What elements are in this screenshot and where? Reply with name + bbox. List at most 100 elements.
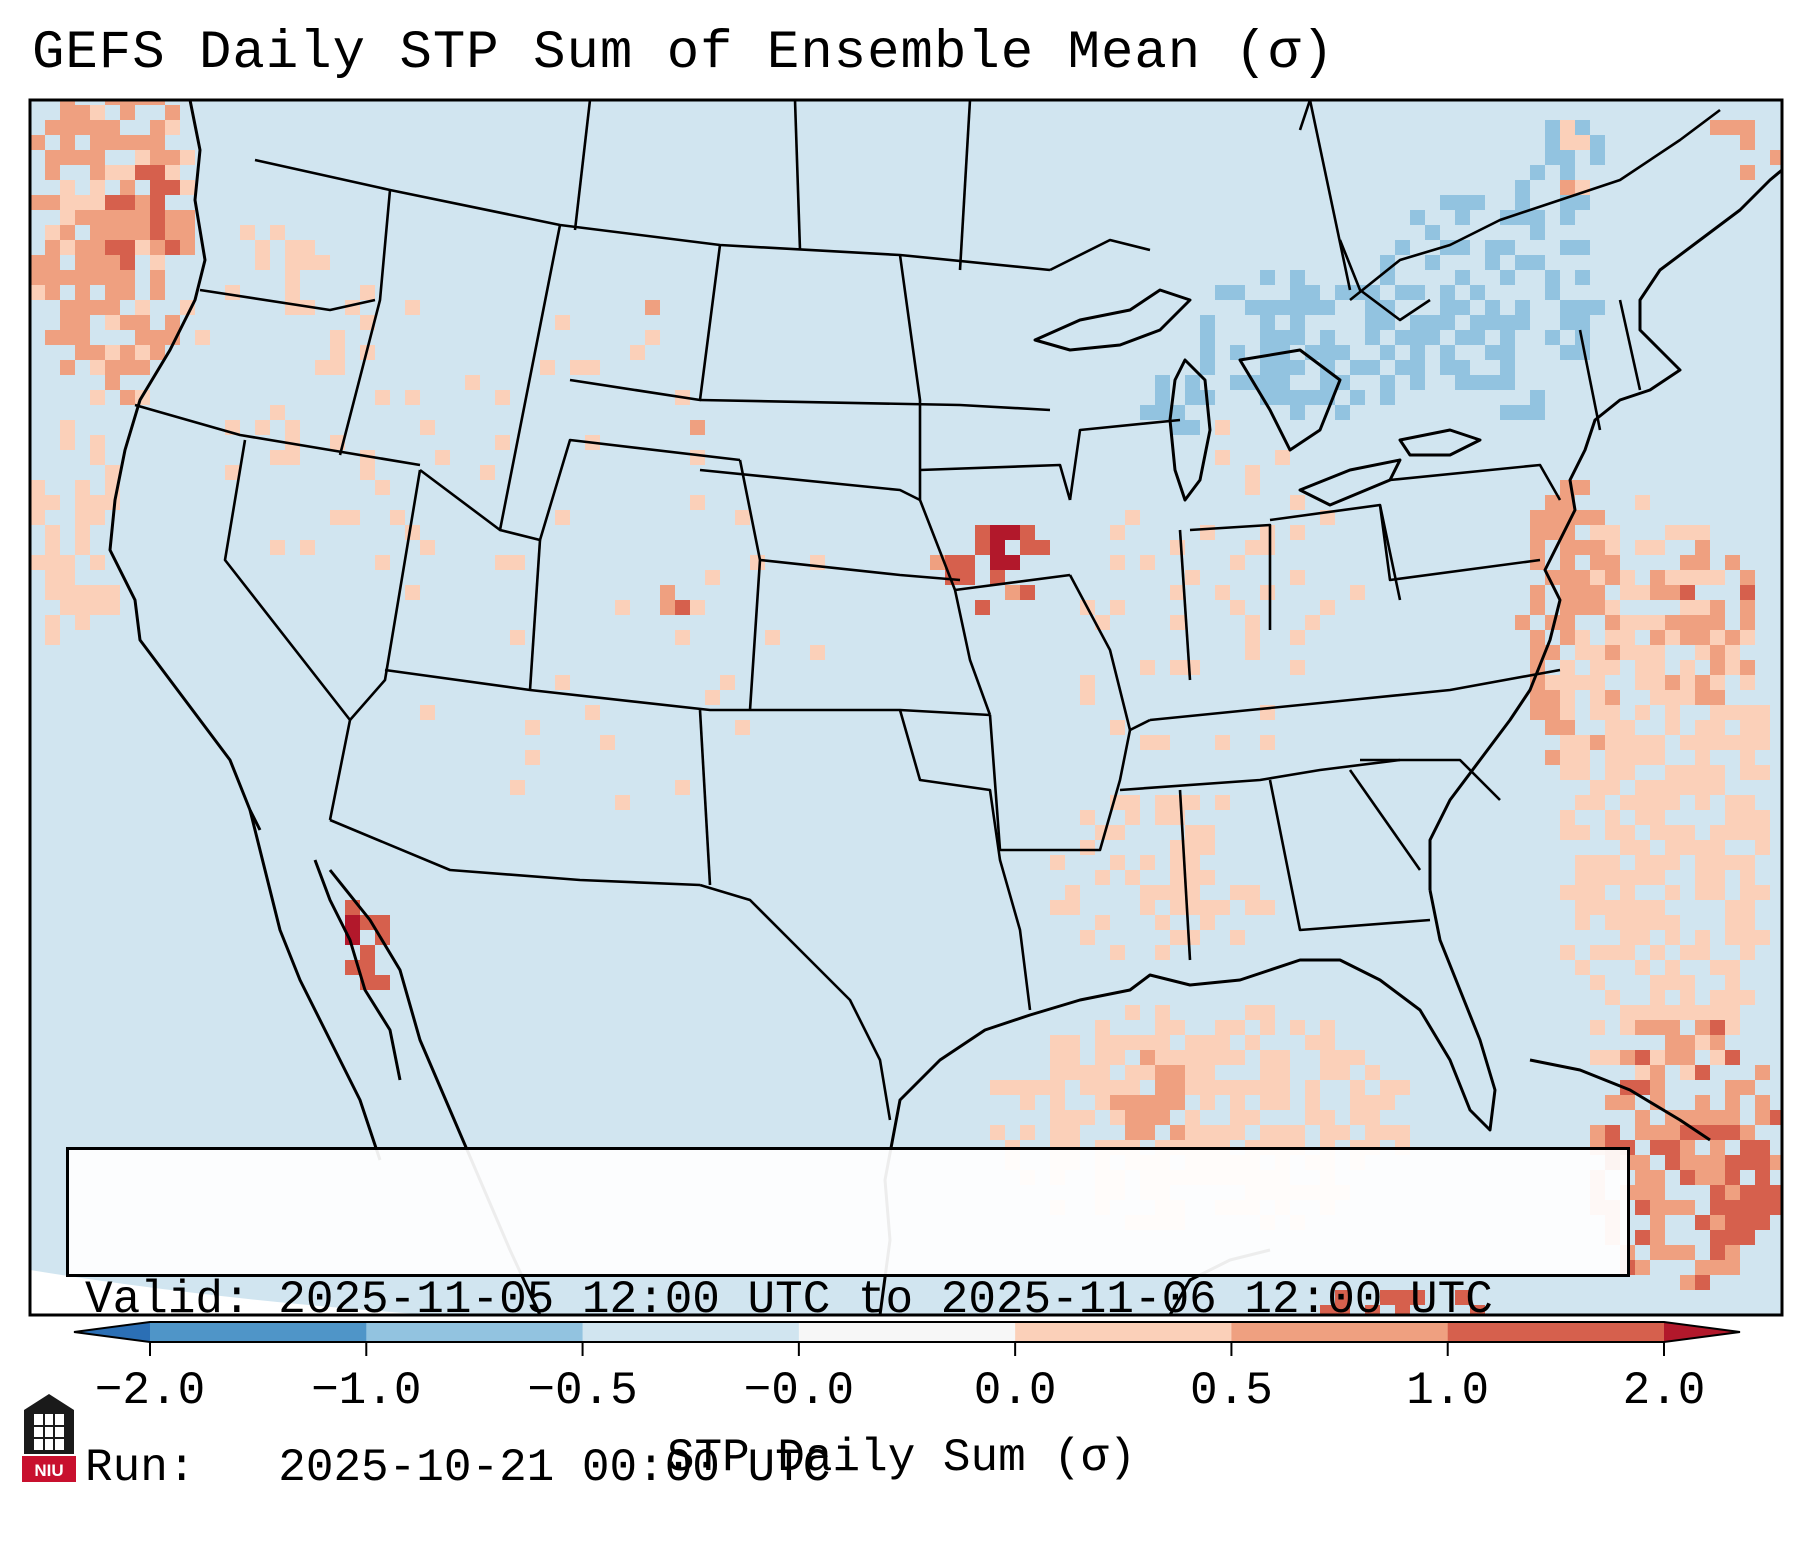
anomaly-cell (285, 270, 300, 285)
anomaly-cell (1650, 1095, 1665, 1110)
anomaly-cell (1635, 1200, 1650, 1215)
anomaly-cell (1665, 795, 1680, 810)
anomaly-cell (975, 540, 990, 555)
anomaly-cell (1605, 915, 1620, 930)
anomaly-cell (90, 345, 105, 360)
anomaly-cell (1200, 525, 1215, 540)
anomaly-cell (1605, 600, 1620, 615)
anomaly-cell (300, 240, 315, 255)
anomaly-cell (180, 210, 195, 225)
anomaly-cell (1200, 1050, 1215, 1065)
anomaly-cell (120, 270, 135, 285)
anomaly-cell (1185, 795, 1200, 810)
anomaly-cell (990, 570, 1005, 585)
anomaly-cell (1380, 300, 1395, 315)
anomaly-cell (1140, 735, 1155, 750)
anomaly-cell (1155, 1065, 1170, 1080)
anomaly-cell (1080, 930, 1095, 945)
anomaly-cell (75, 615, 90, 630)
anomaly-cell (1485, 300, 1500, 315)
anomaly-cell (705, 690, 720, 705)
anomaly-cell (45, 330, 60, 345)
anomaly-cell (1635, 675, 1650, 690)
anomaly-cell (1755, 840, 1770, 855)
anomaly-cell (60, 315, 75, 330)
anomaly-cell (1200, 825, 1215, 840)
anomaly-cell (1710, 990, 1725, 1005)
anomaly-cell (1545, 750, 1560, 765)
anomaly-cell (1545, 525, 1560, 540)
anomaly-cell (1665, 915, 1680, 930)
anomaly-cell (105, 345, 120, 360)
anomaly-cell (120, 75, 135, 90)
anomaly-cell (105, 495, 120, 510)
anomaly-cell (1710, 1035, 1725, 1050)
anomaly-cell (30, 285, 45, 300)
anomaly-cell (1410, 330, 1425, 345)
anomaly-cell (45, 240, 60, 255)
anomaly-cell (165, 180, 180, 195)
anomaly-cell (60, 195, 75, 210)
anomaly-cell (1740, 570, 1755, 585)
anomaly-cell (1650, 1215, 1665, 1230)
anomaly-cell (1605, 780, 1620, 795)
colorbar-tick-label: 0.0 (973, 1365, 1057, 1417)
anomaly-cell (1545, 645, 1560, 660)
anomaly-cell (1725, 705, 1740, 720)
anomaly-cell (1725, 960, 1740, 975)
anomaly-cell (1260, 360, 1275, 375)
anomaly-cell (1665, 930, 1680, 945)
anomaly-cell (1590, 975, 1605, 990)
anomaly-cell (1200, 1065, 1215, 1080)
anomaly-cell (75, 60, 90, 75)
anomaly-cell (1710, 840, 1725, 855)
anomaly-cell (1725, 975, 1740, 990)
anomaly-cell (375, 390, 390, 405)
anomaly-cell (1140, 855, 1155, 870)
anomaly-cell (1245, 1035, 1260, 1050)
anomaly-cell (1695, 750, 1710, 765)
wa-or-border (199, 288, 376, 312)
anomaly-cell (1740, 900, 1755, 915)
anomaly-cell (150, 270, 165, 285)
anomaly-cell (390, 510, 405, 525)
mn-ia-mo-west-border (898, 254, 992, 716)
anomaly-cell (1545, 690, 1560, 705)
anomaly-cell (1260, 270, 1275, 285)
anomaly-cell (360, 315, 375, 330)
anomaly-cell (315, 255, 330, 270)
anomaly-cell (1605, 705, 1620, 720)
anomaly-cell (1320, 1125, 1335, 1140)
anomaly-cell (1095, 1065, 1110, 1080)
anomaly-cell (1590, 705, 1605, 720)
anomaly-cell (135, 225, 150, 240)
anomaly-cell (1275, 1095, 1290, 1110)
anomaly-cell (1680, 1140, 1695, 1155)
anomaly-cell (75, 150, 90, 165)
anomaly-cell (495, 390, 510, 405)
anomaly-cell (1185, 1065, 1200, 1080)
anomaly-cell (495, 435, 510, 450)
anomaly-cell (1620, 1050, 1635, 1065)
in-oh-border (1189, 523, 1272, 630)
anomaly-cell (1710, 120, 1725, 135)
anomaly-cell (1560, 765, 1575, 780)
anomaly-cell (1665, 780, 1680, 795)
anomaly-cell (645, 330, 660, 345)
anomaly-cell (1605, 750, 1620, 765)
anomaly-cell (1560, 630, 1575, 645)
anomaly-cell (135, 240, 150, 255)
colorbar-tick-label: −0.5 (527, 1365, 638, 1417)
anomaly-cell (1740, 1185, 1755, 1200)
anomaly-cell (1740, 1080, 1755, 1095)
anomaly-cell (1725, 810, 1740, 825)
anomaly-cell (75, 255, 90, 270)
anomaly-cell (1260, 1005, 1275, 1020)
anomaly-cell (1290, 660, 1305, 675)
anomaly-cell (1590, 300, 1605, 315)
anomaly-cell (1425, 255, 1440, 270)
anomaly-cell (1425, 330, 1440, 345)
anomaly-cell (1725, 1245, 1740, 1260)
anomaly-cell (1710, 735, 1725, 750)
anomaly-cell (285, 420, 300, 435)
